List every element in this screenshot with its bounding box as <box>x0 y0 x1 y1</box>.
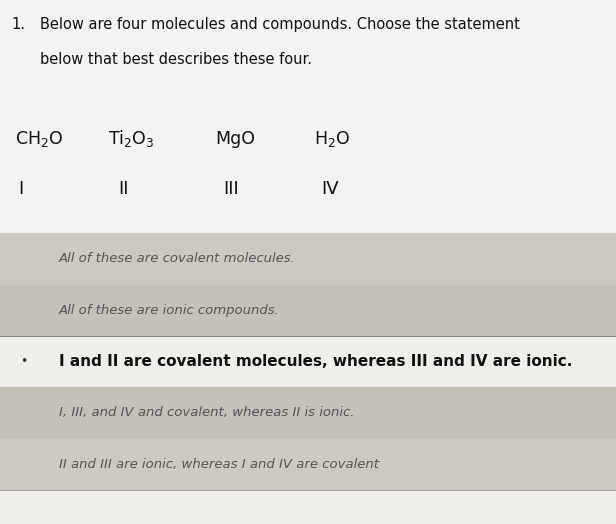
Text: III: III <box>223 180 239 198</box>
Text: IV: IV <box>322 180 339 198</box>
Text: CH$_2$O: CH$_2$O <box>15 129 64 149</box>
Text: II and III are ionic, whereas I and IV are covalent: II and III are ionic, whereas I and IV a… <box>59 458 378 471</box>
FancyBboxPatch shape <box>0 387 616 439</box>
Text: I and II are covalent molecules, whereas III and IV are ionic.: I and II are covalent molecules, whereas… <box>59 354 572 369</box>
Text: All of these are covalent molecules.: All of these are covalent molecules. <box>59 253 296 265</box>
FancyBboxPatch shape <box>0 336 616 387</box>
Text: I, III, and IV and covalent, whereas II is ionic.: I, III, and IV and covalent, whereas II … <box>59 407 354 419</box>
FancyBboxPatch shape <box>0 0 616 233</box>
FancyBboxPatch shape <box>0 285 616 336</box>
Text: •: • <box>20 355 27 368</box>
Text: I: I <box>18 180 24 198</box>
FancyBboxPatch shape <box>0 0 616 236</box>
Text: below that best describes these four.: below that best describes these four. <box>40 52 312 68</box>
Text: II: II <box>118 180 129 198</box>
FancyBboxPatch shape <box>0 233 616 285</box>
Text: 1.: 1. <box>11 17 25 32</box>
FancyBboxPatch shape <box>0 439 616 490</box>
Text: Below are four molecules and compounds. Choose the statement: Below are four molecules and compounds. … <box>40 17 520 32</box>
Text: H$_2$O: H$_2$O <box>314 129 351 149</box>
Text: Ti$_2$O$_3$: Ti$_2$O$_3$ <box>108 128 154 149</box>
Text: All of these are ionic compounds.: All of these are ionic compounds. <box>59 304 280 316</box>
Text: MgO: MgO <box>216 130 256 148</box>
